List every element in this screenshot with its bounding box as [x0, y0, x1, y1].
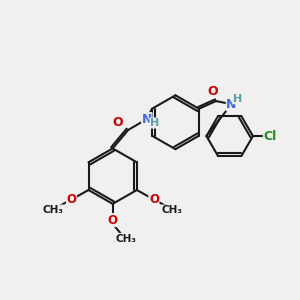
Text: O: O: [208, 85, 218, 98]
Text: H: H: [150, 118, 159, 128]
Text: CH₃: CH₃: [116, 233, 136, 244]
Text: CH₃: CH₃: [162, 205, 183, 215]
Text: O: O: [149, 193, 159, 206]
Text: N: N: [226, 98, 237, 111]
Text: N: N: [142, 113, 152, 126]
Text: H: H: [233, 94, 242, 104]
Text: O: O: [108, 214, 118, 226]
Text: O: O: [112, 116, 123, 129]
Text: Cl: Cl: [263, 130, 277, 142]
Text: CH₃: CH₃: [42, 205, 63, 215]
Text: O: O: [67, 193, 76, 206]
